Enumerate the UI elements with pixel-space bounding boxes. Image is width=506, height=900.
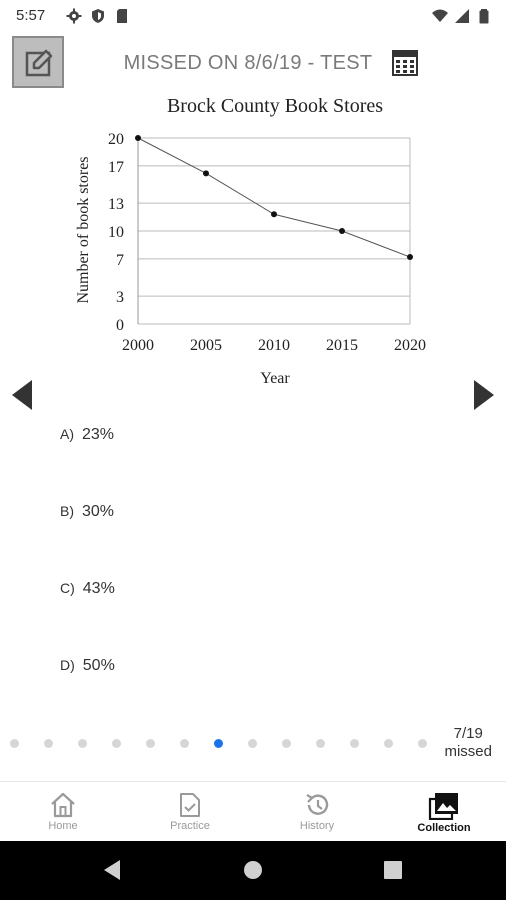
pager-dot[interactable] bbox=[44, 738, 53, 748]
signal-icon bbox=[455, 9, 469, 23]
wifi-icon bbox=[432, 9, 448, 22]
edit-icon bbox=[25, 49, 53, 77]
missed-number: 7/19 bbox=[453, 725, 483, 742]
data-point bbox=[135, 135, 141, 141]
missed-label: missed bbox=[444, 743, 492, 760]
data-point bbox=[203, 170, 209, 177]
chart-grid bbox=[137, 137, 411, 325]
history-icon bbox=[306, 794, 329, 815]
battery-icon bbox=[479, 9, 489, 24]
settings-icon bbox=[66, 8, 82, 24]
home-icon bbox=[51, 792, 75, 818]
pager-dot[interactable] bbox=[350, 738, 359, 748]
y-tick-label: 10 bbox=[108, 224, 124, 241]
answer-option-d[interactable]: D) 50% bbox=[60, 657, 115, 675]
edit-button[interactable] bbox=[12, 36, 64, 88]
pager-dot[interactable] bbox=[248, 738, 257, 748]
nav-item-collection[interactable]: Collection bbox=[394, 788, 494, 834]
y-axis-label: Number of book stores bbox=[75, 156, 92, 303]
answer-letter: C) bbox=[60, 580, 75, 596]
answer-letter: B) bbox=[60, 503, 74, 519]
y-tick-label: 3 bbox=[116, 289, 124, 306]
data-point bbox=[407, 254, 413, 261]
sd-card-icon bbox=[117, 9, 127, 23]
x-tick-label: 2020 bbox=[394, 337, 426, 354]
nav-item-practice[interactable]: Practice bbox=[140, 788, 240, 832]
collection-icon bbox=[428, 793, 458, 820]
pager-dot[interactable] bbox=[112, 738, 121, 748]
question-pager bbox=[10, 737, 452, 749]
answer-option-b[interactable]: B) 30% bbox=[60, 503, 114, 521]
answer-option-a[interactable]: A) 23% bbox=[60, 426, 114, 444]
pager-dot[interactable] bbox=[384, 738, 393, 748]
answer-letter: A) bbox=[60, 426, 74, 442]
previous-arrow-icon[interactable] bbox=[10, 378, 34, 412]
answer-value: 30% bbox=[82, 503, 115, 520]
pager-dot[interactable] bbox=[180, 738, 189, 748]
line-chart: Brock County Book Stores 0 3 7 10 13 17 20 200… bbox=[75, 95, 426, 387]
answer-value: 23% bbox=[82, 426, 115, 443]
data-point bbox=[271, 211, 277, 218]
y-tick-label: 7 bbox=[116, 252, 124, 269]
system-navigation-bar bbox=[0, 841, 506, 900]
nav-item-home[interactable]: Home bbox=[13, 788, 113, 832]
home-circle-icon[interactable] bbox=[243, 860, 263, 880]
pager-dot[interactable] bbox=[316, 738, 325, 748]
status-bar: 5:57 bbox=[0, 0, 506, 32]
pager-dot[interactable] bbox=[214, 738, 223, 748]
y-tick-label: 0 bbox=[116, 317, 124, 334]
page-title-text: MISSED ON 8/6/19 - TEST bbox=[123, 52, 373, 74]
y-tick-label: 20 bbox=[108, 131, 124, 148]
pager-dot[interactable] bbox=[78, 738, 87, 748]
pager-dot[interactable] bbox=[418, 738, 427, 748]
calculator-icon[interactable] bbox=[392, 50, 418, 76]
recents-icon[interactable] bbox=[383, 860, 403, 880]
bottom-navigation: Home Practice History Collection bbox=[0, 781, 506, 842]
pager-dot[interactable] bbox=[146, 738, 155, 748]
x-tick-label: 2010 bbox=[258, 337, 290, 354]
nav-item-history[interactable]: History bbox=[267, 788, 367, 832]
y-tick-label: 17 bbox=[108, 159, 124, 176]
next-arrow-icon[interactable] bbox=[472, 378, 496, 412]
x-axis-label: Year bbox=[260, 370, 290, 387]
answer-value: 50% bbox=[82, 657, 115, 674]
answer-letter: D) bbox=[60, 657, 75, 673]
data-points bbox=[135, 135, 413, 261]
x-tick-label: 2000 bbox=[122, 337, 154, 354]
x-tick-label: 2015 bbox=[326, 337, 358, 354]
pager-dot[interactable] bbox=[282, 738, 291, 748]
missed-count: 7/19 missed bbox=[444, 725, 492, 761]
answer-option-c[interactable]: C) 43% bbox=[60, 580, 115, 598]
page-title: MISSED ON 8/6/19 - TEST bbox=[0, 52, 506, 75]
nav-label-collection: Collection bbox=[417, 822, 471, 834]
answer-value: 43% bbox=[82, 580, 115, 597]
y-tick-label: 13 bbox=[108, 196, 124, 213]
practice-icon bbox=[180, 793, 200, 817]
x-tick-labels: 2000 2005 2010 2015 2020 bbox=[122, 337, 426, 354]
shield-icon bbox=[92, 9, 104, 23]
nav-label-home: Home bbox=[48, 820, 78, 832]
x-tick-label: 2005 bbox=[190, 337, 222, 354]
chart-title: Brock County Book Stores bbox=[167, 95, 383, 117]
nav-label-history: History bbox=[299, 820, 335, 832]
y-tick-labels: 0 3 7 10 13 17 20 bbox=[108, 131, 124, 334]
pager-dot[interactable] bbox=[10, 738, 19, 748]
data-point bbox=[339, 228, 345, 234]
series-line bbox=[137, 137, 411, 258]
nav-label-practice: Practice bbox=[170, 820, 210, 832]
status-time: 5:57 bbox=[16, 7, 46, 24]
back-icon[interactable] bbox=[102, 858, 122, 882]
